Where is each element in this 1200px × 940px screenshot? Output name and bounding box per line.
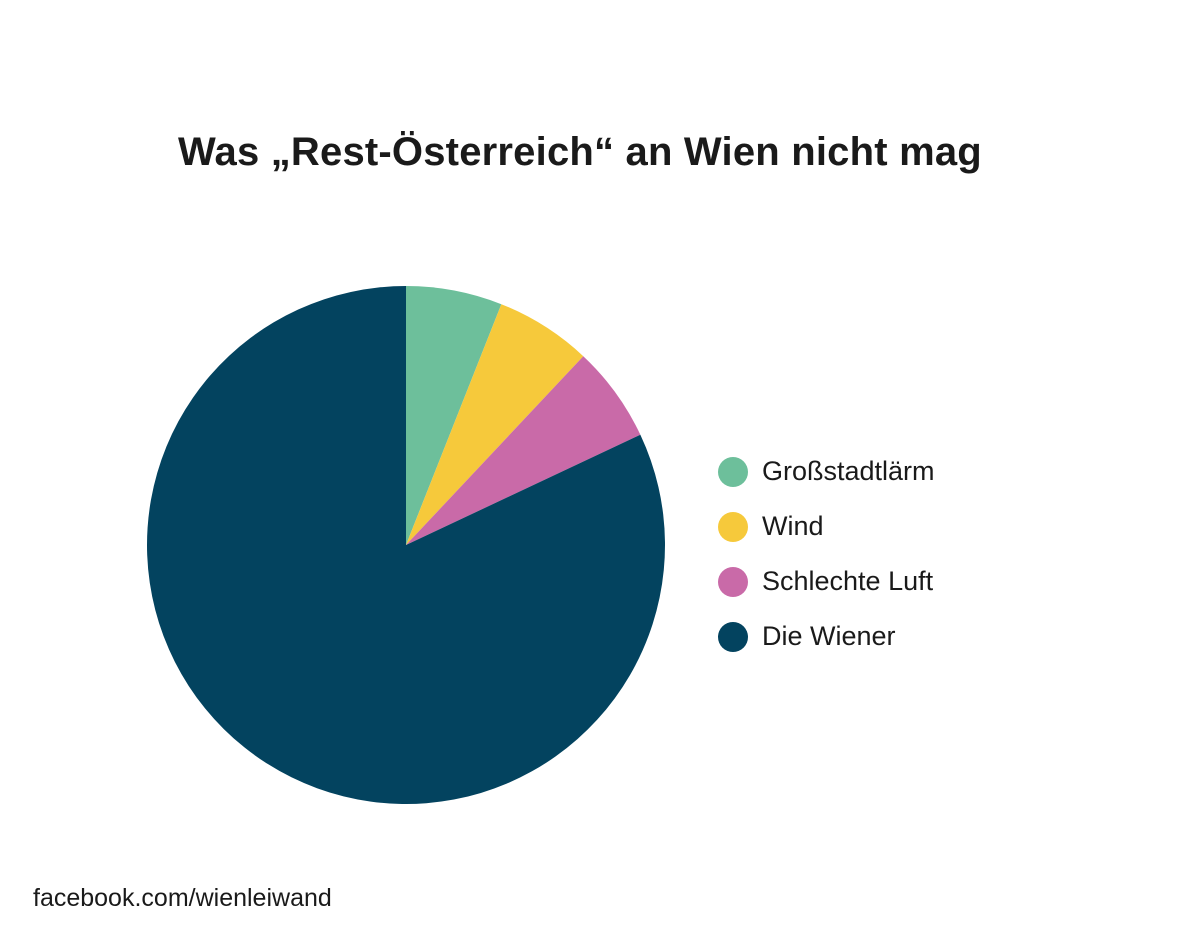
source-credit: facebook.com/wienleiwand xyxy=(33,884,332,912)
legend-swatch xyxy=(718,511,748,542)
legend-label: Schlechte Luft xyxy=(762,566,934,596)
pie-slice-3 xyxy=(147,286,666,805)
legend-item-schlechte-luft: Schlechte Luft xyxy=(718,554,935,609)
legend-item-grossstadtlaerm: Großstadtlärm xyxy=(718,444,935,499)
legend: Großstadtlärm Wind Schlechte Luft Die Wi… xyxy=(718,444,935,664)
legend-item-die-wiener: Die Wiener xyxy=(718,609,935,664)
legend-label: Wind xyxy=(762,511,824,541)
legend-swatch xyxy=(718,456,748,487)
chart-title: Was „Rest-Österreich“ an Wien nicht mag xyxy=(178,130,982,174)
pie-slice-1 xyxy=(406,304,584,545)
legend-label: Die Wiener xyxy=(762,621,896,651)
legend-swatch xyxy=(718,621,748,652)
pie-slice-0 xyxy=(406,286,502,545)
pie-slice-2 xyxy=(406,356,641,545)
legend-label: Großstadtlärm xyxy=(762,456,935,486)
legend-swatch xyxy=(718,566,748,597)
legend-item-wind: Wind xyxy=(718,499,935,554)
